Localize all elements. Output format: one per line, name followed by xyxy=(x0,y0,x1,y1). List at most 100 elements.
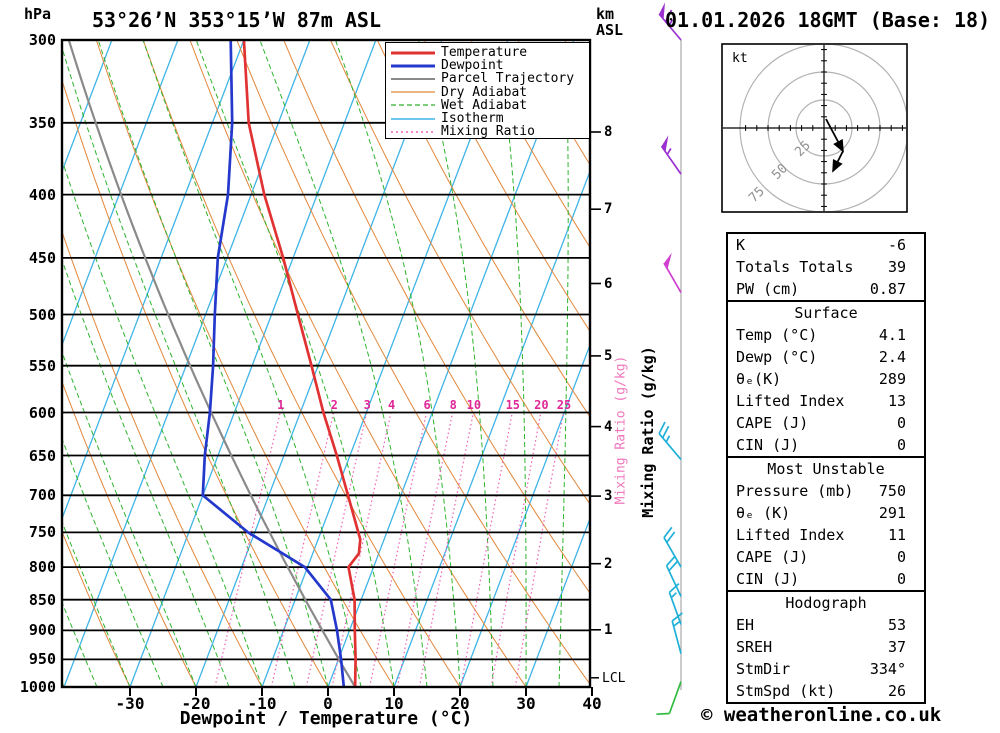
legend-item: Dry Adiabat xyxy=(386,86,589,99)
pressure-tick-label: 800 xyxy=(28,558,56,577)
legend-item: Dewpoint xyxy=(386,59,589,72)
x-axis-title: Dewpoint / Temperature (°C) xyxy=(179,708,473,729)
legend-item: Mixing Ratio xyxy=(386,125,589,138)
hodograph-trace xyxy=(825,118,844,173)
mixing-ratio-value-label: 8 xyxy=(449,398,457,412)
x-axis-ticks xyxy=(129,687,593,696)
stats-row: CAPE (J) 0 xyxy=(728,412,924,434)
plot-border xyxy=(60,38,592,689)
temperature-tick-label: 40 xyxy=(582,694,602,713)
wind-barb xyxy=(660,135,682,175)
legend-item-label: Parcel Trajectory xyxy=(441,71,575,87)
altitude-tick-label: 5 xyxy=(604,347,613,364)
altitude-tick-label: 1 xyxy=(604,621,613,638)
pressure-tick-label: 500 xyxy=(28,305,56,324)
legend-item-label: Isotherm xyxy=(441,111,504,127)
stats-row-value: 0 xyxy=(896,436,906,454)
pressure-tick-label: 1000 xyxy=(19,678,56,696)
wind-barb xyxy=(663,526,682,568)
copyright: © weatheronline.co.uk xyxy=(701,704,942,726)
legend-line-sample xyxy=(391,91,435,93)
temperature-tick-label: -20 xyxy=(181,694,211,713)
stats-row: K -6 xyxy=(728,234,924,256)
legend: Temperature Dewpoint Parcel Trajectory Dry … xyxy=(385,42,590,139)
mixing-ratio-value-label: 3 xyxy=(363,398,371,412)
stats-row-label: θₑ(K) xyxy=(736,370,782,388)
temperature-tick-label: 0 xyxy=(323,694,333,713)
stats-row-value: 289 xyxy=(878,370,906,388)
wind-barb-column xyxy=(656,2,683,716)
legend-line-sample xyxy=(391,117,435,120)
legend-item-label: Dry Adiabat xyxy=(441,84,528,100)
altitude-unit-asl-label: ASL xyxy=(596,21,624,39)
stats-row-value: 0 xyxy=(896,414,906,432)
legend-item-label: Wet Adiabat xyxy=(441,97,528,113)
stats-section: Hodograph EH 53 SREH 37 StmDir 334° StmSpd (kt)… xyxy=(728,590,924,702)
stats-row-label: θₑ (K) xyxy=(736,504,791,522)
hodograph xyxy=(721,43,908,213)
stats-row-label: Temp (°C) xyxy=(736,326,818,344)
stats-row-value: -6 xyxy=(887,236,906,254)
stats-row-value: 334° xyxy=(869,660,906,678)
stats-table: K -6 Totals Totals 39 PW (cm) 0.87 Surface Temp… xyxy=(726,232,926,704)
stats-row-label: K xyxy=(736,236,746,254)
wind-barb xyxy=(658,421,682,461)
legend-item-label: Dewpoint xyxy=(441,58,504,74)
hodograph-unit-label: kt xyxy=(732,51,748,66)
parcel-trajectory-curve xyxy=(67,40,357,687)
stats-row-value: 13 xyxy=(887,392,906,410)
dewpoint-curve xyxy=(201,40,346,687)
mixing-ratio-value-label: 2 xyxy=(330,398,338,412)
mixing-ratio-value-label: 15 xyxy=(505,398,521,412)
wind-barb xyxy=(663,252,682,294)
temperature-tick-label: -30 xyxy=(115,694,145,713)
stats-section-header: Hodograph xyxy=(785,594,867,612)
stats-row-value: 37 xyxy=(887,638,906,656)
stats-row: θₑ (K) 291 xyxy=(728,502,924,524)
mixing-ratio-axis-label-pink: Mixing Ratio (g/kg) xyxy=(613,355,629,505)
temperature-curve xyxy=(242,40,362,687)
altitude-tick-label: 2 xyxy=(604,555,613,572)
stats-row: StmDir 334° xyxy=(728,658,924,680)
lcl-label: LCL xyxy=(602,671,626,686)
stats-row: Dewp (°C) 2.4 xyxy=(728,346,924,368)
stats-row-value: 2.4 xyxy=(878,348,906,366)
wind-barb xyxy=(656,681,682,716)
stats-row-label: CAPE (J) xyxy=(736,414,809,432)
pressure-tick-label: 650 xyxy=(28,446,56,465)
pressure-tick-label: 900 xyxy=(28,621,56,640)
stats-row-label: Dewp (°C) xyxy=(736,348,818,366)
stats-section: Most Unstable Pressure (mb) 750 θₑ (K) 291 Li… xyxy=(728,456,924,590)
wind-barb xyxy=(671,612,683,654)
legend-line-sample xyxy=(391,51,435,55)
pressure-tick-label: 750 xyxy=(28,523,56,542)
isotherm-lines xyxy=(62,40,590,687)
altitude-unit-km-label: km xyxy=(596,5,615,23)
stats-row-value: 291 xyxy=(878,504,906,522)
mixing-ratio-axis-label: Mixing Ratio (g/kg) xyxy=(639,346,657,518)
pressure-tick-label: 850 xyxy=(28,590,56,609)
stats-row-label: EH xyxy=(736,616,755,634)
legend-item-label: Temperature xyxy=(441,45,528,61)
altitude-tick-label: 3 xyxy=(604,488,613,505)
stats-row: Temp (°C) 4.1 xyxy=(728,324,924,346)
temperature-tick-label: -10 xyxy=(247,694,277,713)
stats-row: EH 53 xyxy=(728,614,924,636)
pressure-tick-label: 700 xyxy=(28,486,56,505)
stats-row-label: CIN (J) xyxy=(736,436,800,454)
legend-item-label: Mixing Ratio xyxy=(441,124,535,140)
station-title: 53°26’N 353°15’W 87m ASL xyxy=(92,8,381,32)
stats-row-label: StmSpd (kt) xyxy=(736,682,836,700)
stats-row: PW (cm) 0.87 xyxy=(728,278,924,300)
pressure-tick-label: 600 xyxy=(28,403,56,422)
legend-line-sample xyxy=(391,104,435,106)
stats-row-label: StmDir xyxy=(736,660,791,678)
mixing-ratio-value-label: 6 xyxy=(423,398,431,412)
stats-row-label: Pressure (mb) xyxy=(736,482,854,500)
stats-row-value: 53 xyxy=(887,616,906,634)
stats-row-value: 0 xyxy=(896,548,906,566)
pressure-tick-label: 300 xyxy=(28,31,56,49)
mixing-ratio-lines xyxy=(214,412,565,687)
stats-row: CAPE (J) 0 xyxy=(728,546,924,568)
